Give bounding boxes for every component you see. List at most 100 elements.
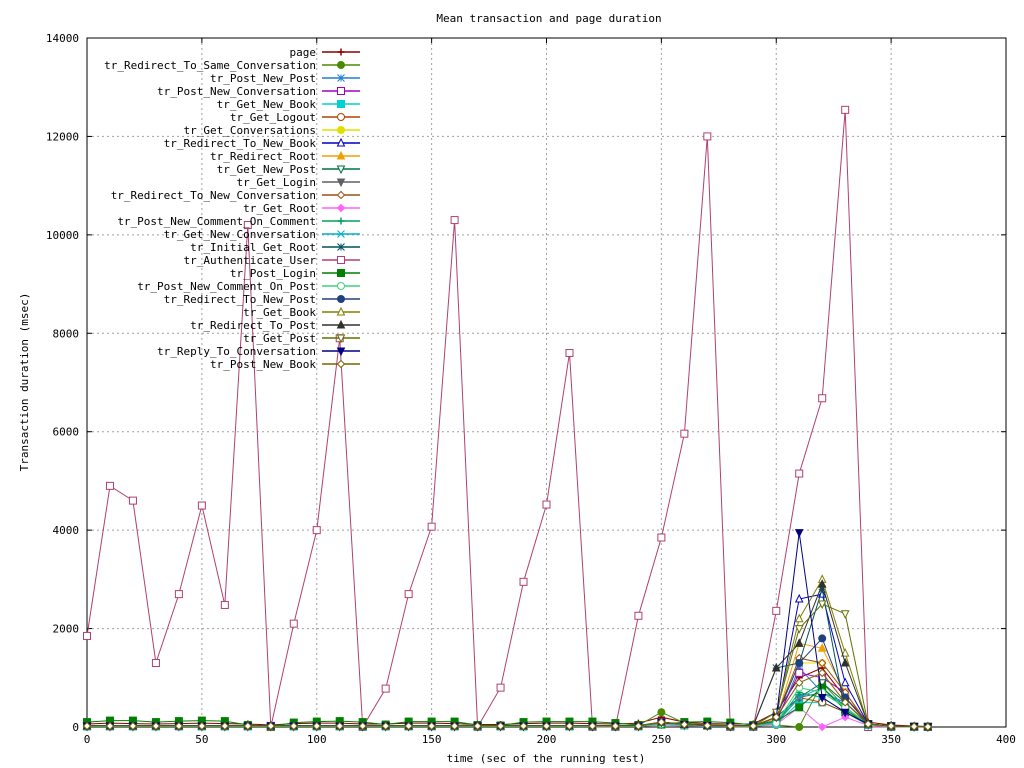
legend-item: tr_Get_Logout xyxy=(230,111,360,124)
data-point xyxy=(840,648,850,657)
legend-label: tr_Post_New_Comment_On_Post xyxy=(137,280,316,293)
data-point xyxy=(336,319,346,329)
data-point xyxy=(771,662,781,672)
data-point xyxy=(336,137,346,147)
data-point xyxy=(909,722,919,731)
data-point xyxy=(105,721,115,731)
legend-label: tr_Get_Post xyxy=(243,332,316,345)
legend-item: tr_Get_Post xyxy=(243,332,360,345)
legend-item: tr_Get_New_Book xyxy=(217,98,360,111)
legend-label: tr_Redirect_To_Same_Conversation xyxy=(104,59,316,72)
axis-ticks: 0 50 100 150 200 250 300 350 4000200040006000800… xyxy=(46,32,1016,746)
legend-label: tr_Redirect_To_New_Conversation xyxy=(111,189,316,202)
legend-label: tr_Authenticate_User xyxy=(184,254,317,267)
legend-label: tr_Post_New_Post xyxy=(210,72,316,85)
legend-item: tr_Get_New_Conversation xyxy=(164,228,360,241)
data-point xyxy=(818,634,827,643)
data-point xyxy=(726,721,735,731)
x-tick-label: 250 xyxy=(651,733,671,746)
data-point xyxy=(657,533,666,542)
data-point xyxy=(336,150,346,160)
data-point xyxy=(749,721,758,731)
data-point xyxy=(817,693,827,703)
x-tick-label: 0 xyxy=(84,733,91,746)
data-point xyxy=(404,590,413,599)
data-point xyxy=(220,600,229,609)
data-point xyxy=(634,611,643,620)
legend-label: tr_Get_Login xyxy=(237,176,316,189)
data-point xyxy=(818,585,827,594)
data-point xyxy=(611,721,620,731)
data-point xyxy=(923,722,933,731)
data-point xyxy=(795,469,804,478)
legend-item: tr_Get_Conversations xyxy=(184,124,360,137)
data-point xyxy=(565,721,574,731)
data-point xyxy=(473,721,482,731)
data-point xyxy=(794,613,804,623)
data-point xyxy=(336,203,346,213)
data-point xyxy=(795,693,804,702)
data-point xyxy=(289,721,298,731)
legend-item: tr_Reply_To_Conversation xyxy=(157,345,360,358)
data-point xyxy=(795,703,804,712)
legend-item: tr_Redirect_To_New_Post xyxy=(164,293,360,306)
data-point xyxy=(337,113,345,121)
data-point xyxy=(772,606,781,615)
y-tick-label: 12000 xyxy=(46,130,79,143)
data-point xyxy=(128,496,137,505)
data-point xyxy=(243,721,253,731)
data-point xyxy=(337,295,345,303)
legend-label: page xyxy=(290,46,317,59)
legend-item: tr_Get_Book xyxy=(243,306,360,319)
legend-item: tr_Redirect_To_New_Book xyxy=(164,137,360,150)
data-point xyxy=(312,721,321,731)
legend-label: tr_Get_Conversations xyxy=(184,124,316,137)
data-point xyxy=(337,269,345,277)
data-point xyxy=(312,526,321,535)
data-point xyxy=(542,721,551,731)
legend-label: tr_Get_Book xyxy=(243,306,316,319)
data-point xyxy=(197,721,207,731)
data-point xyxy=(337,74,345,82)
legend-item: tr_Get_Login xyxy=(237,176,360,189)
data-point xyxy=(243,221,252,230)
data-point xyxy=(336,190,346,200)
y-tick-label: 10000 xyxy=(46,229,79,242)
data-point xyxy=(336,306,346,316)
data-point xyxy=(82,721,92,731)
y-tick-label: 2000 xyxy=(53,623,80,636)
data-point xyxy=(427,721,436,731)
y-tick-label: 8000 xyxy=(53,327,80,340)
legend-label: tr_Initial_Get_Root xyxy=(190,241,316,254)
data-point xyxy=(337,48,345,56)
series-tr_Post_New_Book xyxy=(82,668,933,731)
data-point xyxy=(335,721,344,731)
data-point xyxy=(565,348,574,357)
legend-label: tr_Redirect_To_Post xyxy=(190,319,316,332)
data-point xyxy=(336,165,346,175)
legend-item: page xyxy=(290,46,360,59)
data-point xyxy=(657,717,666,727)
data-point xyxy=(381,684,390,693)
data-point xyxy=(657,708,666,717)
legend-item: tr_Post_New_Comment_On_Post xyxy=(137,280,360,293)
data-point xyxy=(427,522,436,531)
data-point xyxy=(151,721,161,731)
legend-label: tr_Get_Logout xyxy=(230,111,316,124)
legend-item: tr_Get_Root xyxy=(243,202,360,215)
legend-item: tr_Redirect_To_Same_Conversation xyxy=(104,59,360,72)
data-point xyxy=(817,668,827,678)
legend-item: tr_Post_New_Comment_On_Comment xyxy=(117,215,360,228)
legend-label: tr_Get_New_Post xyxy=(217,163,316,176)
x-tick-label: 300 xyxy=(766,733,786,746)
data-point xyxy=(863,719,873,729)
legend-label: tr_Redirect_Root xyxy=(210,150,316,163)
grid-lines xyxy=(87,38,1006,727)
legend-label: tr_Get_New_Conversation xyxy=(164,228,316,241)
data-point xyxy=(336,334,346,344)
x-tick-label: 50 xyxy=(195,733,208,746)
data-point xyxy=(83,631,91,640)
data-point xyxy=(588,721,597,731)
data-point xyxy=(336,178,346,188)
